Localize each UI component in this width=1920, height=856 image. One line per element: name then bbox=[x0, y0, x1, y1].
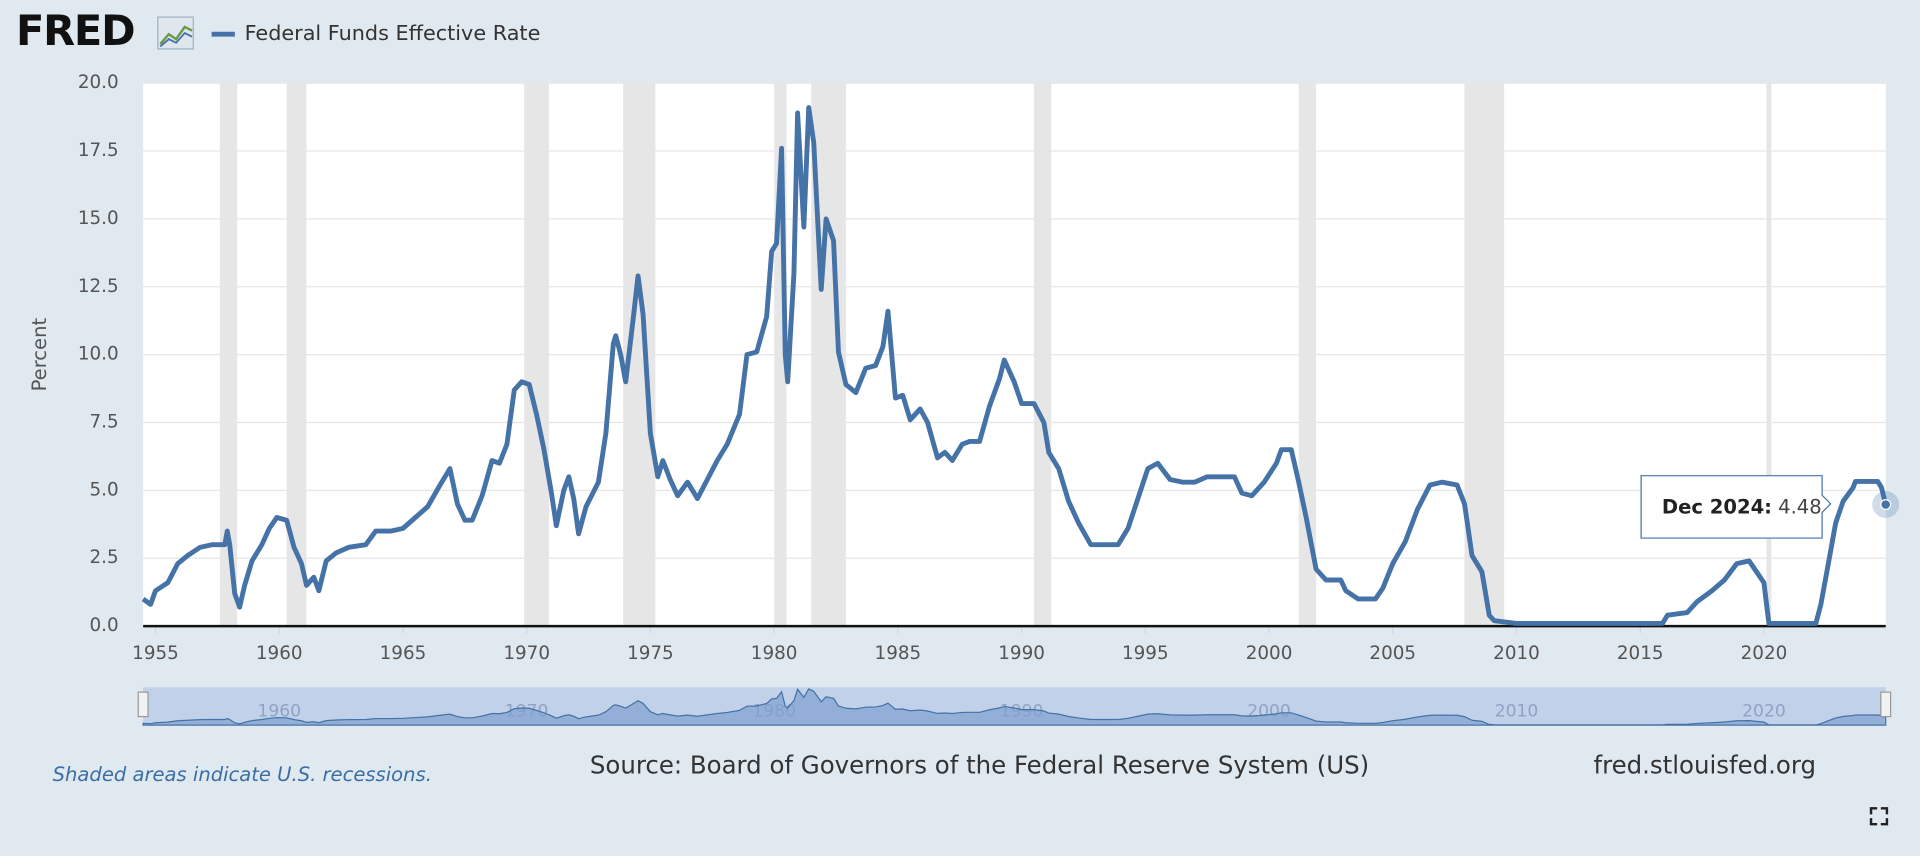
site-url[interactable]: fred.stlouisfed.org bbox=[1593, 751, 1816, 780]
x-tick-label: 1975 bbox=[627, 643, 674, 664]
x-tick-label: 1965 bbox=[380, 643, 427, 664]
y-tick-label: 7.5 bbox=[90, 411, 119, 432]
x-tick-label: 1955 bbox=[132, 643, 179, 664]
navigator-handle[interactable] bbox=[137, 691, 149, 718]
y-tick-label: 0.0 bbox=[90, 615, 119, 636]
navigator-tick-label: 1960 bbox=[257, 702, 301, 722]
navigator-handle[interactable] bbox=[1880, 691, 1892, 718]
navigator-tick-label: 2010 bbox=[1495, 702, 1539, 722]
tooltip-text: Dec 2024: 4.48 bbox=[1662, 495, 1822, 518]
x-tick-label: 2020 bbox=[1741, 643, 1788, 664]
y-tick-label: 5.0 bbox=[90, 479, 119, 500]
recession-note: Shaded areas indicate U.S. recessions. bbox=[53, 763, 432, 786]
y-tick-label: 20.0 bbox=[78, 72, 119, 93]
legend-label[interactable]: Federal Funds Effective Rate bbox=[245, 21, 541, 45]
tooltip-value: 4.48 bbox=[1778, 495, 1822, 518]
series-line bbox=[141, 105, 1889, 626]
y-tick-label: 15.0 bbox=[78, 208, 119, 229]
y-tick-label: 17.5 bbox=[78, 140, 119, 161]
tooltip-box bbox=[1640, 475, 1832, 539]
logo[interactable]: FRED bbox=[16, 6, 136, 55]
fullscreen-icon[interactable] bbox=[1869, 807, 1889, 826]
x-tick-label: 2010 bbox=[1493, 643, 1540, 664]
x-tick-label: 2015 bbox=[1617, 643, 1664, 664]
x-tick-label: 2000 bbox=[1246, 643, 1293, 664]
source: Source: Board of Governors of the Federa… bbox=[590, 751, 1369, 780]
x-tick-label: 1995 bbox=[1122, 643, 1169, 664]
navigator-area bbox=[142, 688, 1887, 726]
x-tick-label: 1990 bbox=[998, 643, 1045, 664]
y-tick-label: 12.5 bbox=[78, 276, 119, 297]
logo-icon bbox=[157, 16, 194, 50]
y-tick-label: 2.5 bbox=[90, 547, 119, 568]
hover-point bbox=[1880, 498, 1892, 510]
x-tick-label: 1960 bbox=[256, 643, 303, 664]
x-tick-label: 1980 bbox=[751, 643, 798, 664]
x-tick-label: 1985 bbox=[875, 643, 922, 664]
tooltip-date: Dec 2024: bbox=[1662, 495, 1772, 518]
y-tick-label: 10.0 bbox=[78, 344, 119, 365]
x-tick-label: 2005 bbox=[1369, 643, 1416, 664]
navigator-tick-label: 2020 bbox=[1742, 702, 1786, 722]
navigator[interactable]: 1960197019801990200020102020 bbox=[137, 687, 1892, 726]
x-tick-label: 1970 bbox=[503, 643, 550, 664]
y-axis-label: Percent bbox=[28, 318, 51, 392]
